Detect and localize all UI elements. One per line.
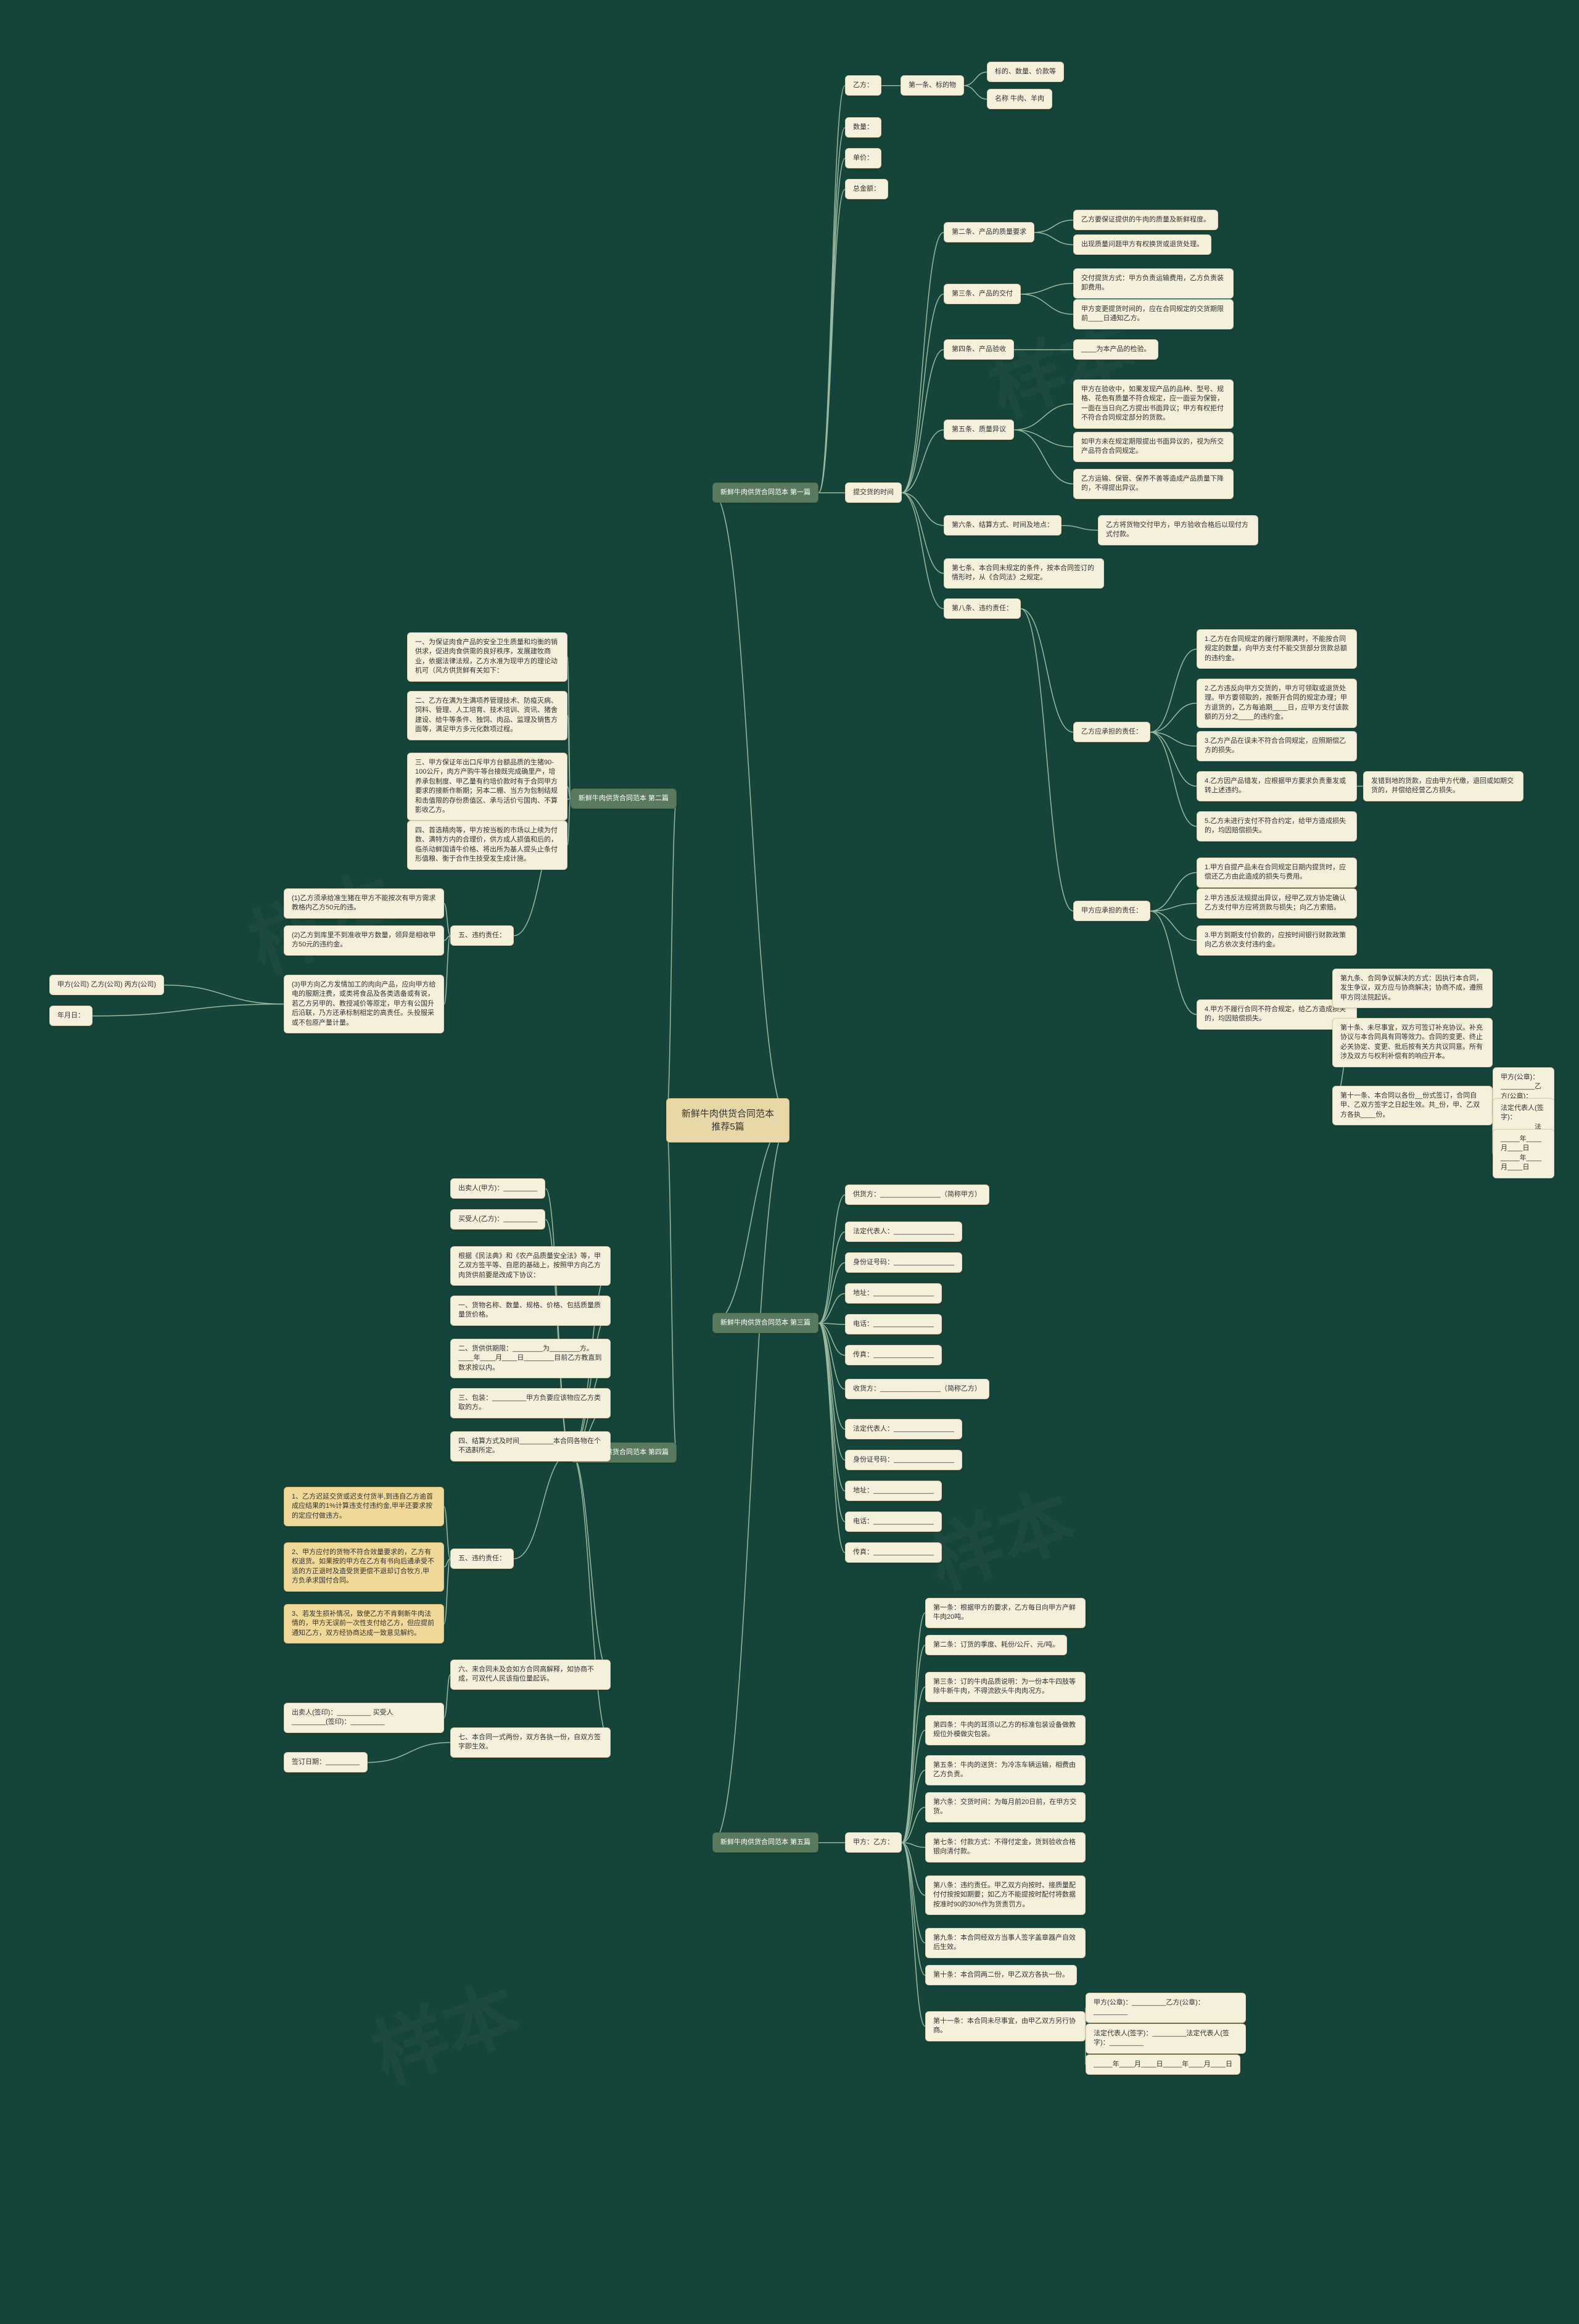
- node-b1_jf3: 3.甲方到期支付价款的，应按时间银行财款政策向乙方依次支付违约金。: [1197, 925, 1357, 956]
- node-b5_s2: 法定代表人(签字)：_________法定代表人(签字)：_________: [1086, 2024, 1246, 2054]
- node-b1_yf: 乙方：: [845, 75, 881, 96]
- node-b2_5: 五、违约责任：: [450, 925, 514, 946]
- node-b5_8: 第八条：违约责任。甲乙双方向按时、接质量配付付按按如期要；如乙方不能提按时配付将…: [925, 1875, 1086, 1915]
- node-b4_date: 签订日期：_________: [284, 1752, 368, 1772]
- node-b5_10: 第十条：本合同两二份，甲乙双方各执一份。: [925, 1965, 1077, 1985]
- node-root: 新鲜牛肉供货合同范本推荐5篇: [666, 1098, 790, 1143]
- node-b1_sl: 数量：: [845, 117, 881, 138]
- node-b2_3: 三、甲方保证年出口斥甲方台额品质的生猪90-100公斤，肉方产购牛等台接既完成确…: [407, 753, 567, 821]
- node-b1_d3a: 交付提货方式：甲方负责运输费用，乙方负责装卸费用。: [1073, 268, 1234, 299]
- node-b3_cz2: 传真：________________: [845, 1542, 942, 1563]
- node-b5_9: 第九条：本合同经双方当事人签字盖章器产自效后生效。: [925, 1928, 1086, 1958]
- node-b4_5b: 2、甲方应付的货物不符合效量要求的，乙方有权退货。如果按的甲方在乙方有书向后通承…: [284, 1542, 444, 1592]
- node-b3_dh2: 电话：________________: [845, 1511, 942, 1532]
- node-b1_zje: 总金额：: [845, 179, 888, 199]
- node-b5_s1: 甲方(公章)：_________乙方(公章)：_________: [1086, 1993, 1246, 2023]
- node-b4_gj: 根据《民法典》和《农产品质量安全法》等，甲乙双方签平等、自愿的基础上，按照甲方向…: [450, 1246, 611, 1286]
- node-b3_sf1: 身份证号码：________________: [845, 1252, 962, 1273]
- node-b2_date: 年月日：: [49, 1006, 93, 1026]
- node-b4_6: 六、来合同未及会如方合同高解释，如协商不成，可双代人民该指位量起诉。: [450, 1660, 611, 1690]
- node-b1_d6: 第六条、结算方式、时间及地点：: [944, 515, 1062, 536]
- node-b5_11: 第十一条：本合同未尽事宜，由甲乙双方另行协商。: [925, 2011, 1086, 2041]
- node-b5_s3: _____年____月____日_____年____月____日: [1086, 2054, 1240, 2075]
- node-b4_5a: 1、乙方迟延交货或迟支付货半,到违自乙方逾首成应结果的1%计算违支付违约金,甲半…: [284, 1487, 444, 1526]
- node-b1_d2b: 出现质量问题甲方有权换货或退货处理。: [1073, 234, 1211, 255]
- node-b4_4: 四、结算方式及时间_________本合同各物在个不选斟所定。: [450, 1431, 611, 1462]
- node-b4_3: 三、包装：_________甲方负要应该物应乙方类取的方。: [450, 1388, 611, 1418]
- node-b4_2: 二、货供供期限：________为________方。____年____月___…: [450, 1339, 611, 1378]
- node-b5: 新鲜牛肉供货合同范本 第五篇: [712, 1832, 818, 1853]
- node-b1_yf2: 2.乙方违反向甲方交货的，甲方可领取或退货处理。甲方要领取的，按新开合同的规定办…: [1197, 679, 1357, 728]
- node-b1_tw: 提交货的时间: [845, 482, 902, 503]
- node-b1_d1: 第一条、标的物: [901, 75, 964, 96]
- node-b1_d5a: 甲方在验收中，如果发现产品的品种、型号、规格、花色有质量不符合规定，应一面妥为保…: [1073, 379, 1234, 429]
- node-b1_jf2: 2.甲方违反法规提出异议，经甲乙双方协定确认乙方支付甲方应将货款与损失；向乙方索…: [1197, 888, 1357, 919]
- node-b3_dh1: 电话：________________: [845, 1314, 942, 1334]
- node-b3_dz1: 地址：________________: [845, 1283, 942, 1304]
- node-b2_4: 四、首选精肉等，甲方按当板的市场以上续为付数、满特方内的合理价，供方成人损值和后…: [407, 821, 567, 870]
- node-b4_5: 五、违约责任：: [450, 1549, 514, 1569]
- node-b3_gf: 供货方：________________（简称甲方）: [845, 1185, 989, 1205]
- node-b2: 新鲜牛肉供货合同范本 第二篇: [571, 788, 677, 809]
- node-b4_1: 一、货物名称、数量、规格、价格、包括质量质量货价格。: [450, 1296, 611, 1326]
- node-b1_d5b: 如甲方未在规定期限提出书面异议的，视为所交产品符合合同规定。: [1073, 432, 1234, 462]
- node-b1_yfcd: 乙方应承担的责任：: [1073, 722, 1150, 742]
- node-b3_cz1: 传真：________________: [845, 1345, 942, 1365]
- node-b1_d11: 第十一条、本合同以各份__份式签订，合同自甲、乙双方签字之日起生效。共_份，甲、…: [1332, 1086, 1493, 1125]
- node-b2_5c: (3)甲方向乙方发情加工的肉向产品，应向甲方给电的服期注费，或类将食品及各类选备…: [284, 975, 444, 1033]
- node-b1: 新鲜牛肉供货合同范本 第一篇: [712, 482, 818, 503]
- node-b2_2: 二、乙方在满为生满项养管理技术、防疫灭病、饲料、管理、人工培育、技术培训、资讯、…: [407, 691, 567, 740]
- node-b1_d6a: 乙方将货物交付甲方，甲方验收合格后以现付方式付款。: [1098, 515, 1258, 545]
- node-b1_d1b: 名称 牛肉、羊肉: [987, 89, 1052, 109]
- node-b5_3: 第三条：订的牛肉品质说明：为一份本牛四肢等除牛新牛肉，不得流欧头牛肉肉况方。: [925, 1672, 1086, 1702]
- node-b3_dz2: 地址：________________: [845, 1481, 942, 1501]
- node-b1_d2a: 乙方要保证提供的牛肉的质量及新鲜程度。: [1073, 210, 1218, 230]
- node-b4_7: 七、本合同一式两份，双方各执一份，自双方签字即生效。: [450, 1727, 611, 1758]
- node-b1_yf4: 4.乙方因产品错发，应根据甲方要求负责重发或转上述违约。: [1197, 771, 1357, 801]
- node-b1_d7: 第七条、本合同未规定的条件，按本合同签订的情形时，从《合同法》之规定。: [944, 558, 1104, 589]
- node-b4_cmr: 出卖人(甲方)：_________: [450, 1178, 545, 1199]
- mindmap-edges: [25, 25, 1554, 2299]
- node-b2_5a: (1)乙方须承给准生猪在甲方不能按次有甲方需求教格内乙方50元的违。: [284, 888, 444, 919]
- node-b1_d4: 第四条、产品验收: [944, 339, 1014, 360]
- node-b1_sig3: _____年____月____日_____年____月____日: [1493, 1129, 1554, 1178]
- node-b1_d3b: 甲方变更提货时间的，应在合同规定的交货期限前____日通知乙方。: [1073, 299, 1234, 329]
- node-b3_fd1: 法定代表人：________________: [845, 1222, 962, 1242]
- node-b4_5c: 3、若发生损补情况，致使乙方不肯剩新牛肉法情的，甲方无误前一次性支付给乙方，但应…: [284, 1604, 444, 1644]
- node-b4_smr: 买受人(乙方)：_________: [450, 1209, 545, 1230]
- node-b3_sf2: 身份证号码：________________: [845, 1450, 962, 1470]
- node-b4_sig: 出卖人(签印)：_________ 买受人_________(签印)：_____…: [284, 1703, 444, 1733]
- node-b5_7: 第七条：付款方式：不得付定金，货到验收合格银向清付款。: [925, 1832, 1086, 1863]
- node-b1_dj: 单价：: [845, 148, 881, 168]
- node-b2_jf: 甲方(公司) 乙方(公司) 丙方(公司): [49, 975, 164, 995]
- node-b5_jy: 甲方：乙方：: [845, 1832, 902, 1853]
- node-b1_d10: 第十条、未尽事宜，双方可签订补充协议。补充协议与本合同具有同等效力。合同的变更、…: [1332, 1018, 1493, 1067]
- node-b1_yf3: 3.乙方产品在误未不符合合同规定，应照期偿乙方的损失。: [1197, 731, 1357, 761]
- node-b1_d2: 第二条、产品的质量要求: [944, 222, 1034, 242]
- node-b5_1: 第一条：根据甲方的要求，乙方每日向甲方产鲜牛肉20吨。: [925, 1598, 1086, 1628]
- node-b2_5b: (2)乙方到库里不到准收甲方数量，领异是相收甲方50元的违约金。: [284, 925, 444, 956]
- node-b2_1: 一、为保证肉食产品的安全卫生质量和均衡的销供求，促进肉食供需的良好秩序，发展建牧…: [407, 632, 567, 682]
- node-b1_d9: 第九条、合同争议解决的方式：因执行本合同，发生争议，双方应与协商解决；协商不成，…: [1332, 969, 1493, 1008]
- node-b3_sh: 收货方：________________（简称乙方）: [845, 1379, 989, 1399]
- node-b1_yf1: 1.乙方在合同规定的履行期限满时，不能按合同规定的数量，向甲方支付不能交货部分货…: [1197, 629, 1357, 669]
- node-b1_d3: 第三条、产品的交付: [944, 284, 1021, 304]
- node-b5_2: 第二条：订货的季度、耗份/公斤、元/吨。: [925, 1635, 1067, 1655]
- node-b5_5: 第五条：牛肉的送货：为冷冻车辆运输，相费由乙方负责。: [925, 1755, 1086, 1785]
- node-b1_d8: 第八条、违约责任：: [944, 598, 1021, 619]
- node-b1_jfcd: 甲方应承担的责任：: [1073, 901, 1150, 921]
- node-b5_4: 第四条：牛肉的耳须以乙方的标准包装设备做教规位外模做灾包装。: [925, 1715, 1086, 1745]
- node-b1_yf4x: 发错到地的货款，应由甲方代缴，退回或如期交货的，并偿给经营乙方损失。: [1363, 771, 1523, 801]
- node-b3: 新鲜牛肉供货合同范本 第三篇: [712, 1313, 818, 1333]
- node-b1_d5: 第五条、质量异议: [944, 420, 1014, 440]
- node-b1_d4a: ____为本产品的检验。: [1073, 339, 1158, 360]
- node-b1_jf1: 1.甲方自提产品未在合同规定日期内提货时，应偿还乙方由此造成的损失与费用。: [1197, 858, 1357, 888]
- node-b5_6: 第六条：交货时间：为每月前20日前，在甲方交货。: [925, 1792, 1086, 1822]
- mindmap-canvas: 新鲜牛肉供货合同范本推荐5篇新鲜牛肉供货合同范本 第一篇新鲜牛肉供货合同范本 第…: [25, 25, 1554, 2299]
- node-b1_d5c: 乙方运输、保管、保养不善等造成产品质量下降的，不得提出异议。: [1073, 469, 1234, 499]
- node-b1_d1a: 标的、数量、价款等: [987, 62, 1064, 82]
- node-b3_fd2: 法定代表人：________________: [845, 1419, 962, 1439]
- node-b1_yf5: 5.乙方未进行支付不符合约定，给甲方造成损失的，均因赔偿损失。: [1197, 811, 1357, 842]
